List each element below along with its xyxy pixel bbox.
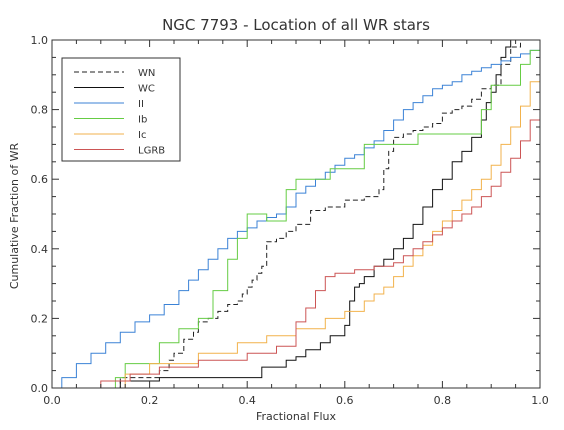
- series-line-ib: [52, 40, 540, 388]
- x-tick-label: 0.4: [238, 394, 256, 407]
- y-tick-label: 0.6: [31, 173, 49, 186]
- x-tick-label: 1.0: [531, 394, 549, 407]
- y-tick-label: 0.2: [31, 312, 49, 325]
- series-line-lgrb: [52, 95, 540, 388]
- legend-label-ii: II: [138, 99, 144, 110]
- legend-box: [61, 57, 181, 162]
- y-tick-label: 0.4: [31, 243, 49, 256]
- series-group: [52, 40, 540, 388]
- legend-label-ib: Ib: [138, 115, 147, 126]
- legend-label-ic: Ic: [138, 130, 146, 141]
- series-line-ic: [52, 53, 540, 388]
- x-axis-title: Fractional Flux: [256, 410, 337, 423]
- x-axis: 0.0 0.2 0.4 0.6 0.8 1.0: [43, 40, 549, 407]
- legend-label-wn: WN: [138, 68, 155, 79]
- chart-title: NGC 7793 - Location of all WR stars: [162, 16, 430, 34]
- y-axis: 0.0 0.2 0.4 0.6 0.8 1.0: [31, 34, 540, 395]
- x-tick-label: 0.2: [141, 394, 159, 407]
- legend-label-lgrb: LGRB: [138, 146, 165, 157]
- y-tick-label: 1.0: [31, 34, 49, 47]
- x-tick-label: 0.8: [434, 394, 452, 407]
- legend: WN WC II Ib Ic LGRB: [61, 57, 181, 162]
- y-tick-label: 0.0: [31, 382, 49, 395]
- legend-label-wc: WC: [138, 84, 155, 95]
- x-tick-label: 0.0: [43, 394, 61, 407]
- y-axis-title: Cumulative Fraction of WR: [8, 142, 21, 289]
- x-tick-label: 0.6: [336, 394, 354, 407]
- y-tick-label: 0.8: [31, 104, 49, 117]
